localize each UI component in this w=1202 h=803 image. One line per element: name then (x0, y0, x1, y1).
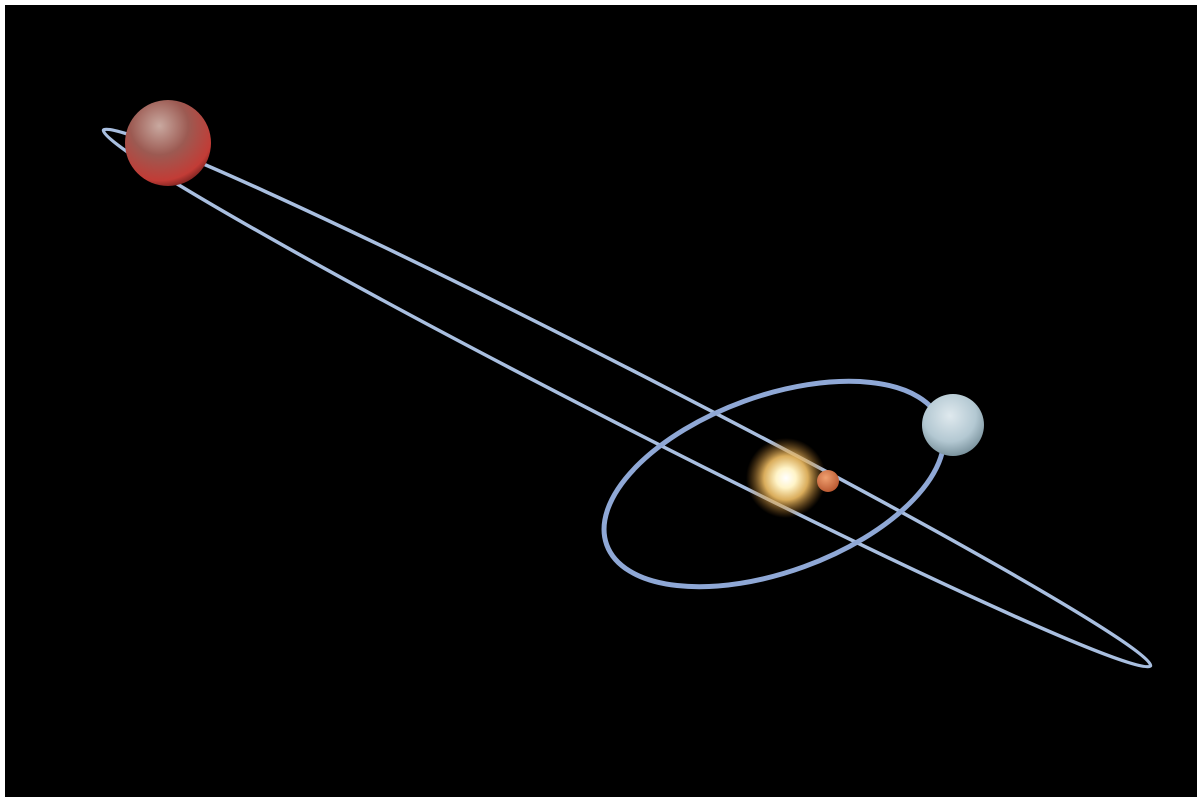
icy-planet (922, 394, 984, 456)
star (746, 438, 826, 518)
orbit-illustration (0, 0, 1202, 803)
page: Orbits {} html, body { margin: 0; paddin… (0, 0, 1202, 803)
page-body (0, 0, 1202, 803)
small-planet (817, 470, 839, 492)
red-planet (125, 100, 211, 186)
